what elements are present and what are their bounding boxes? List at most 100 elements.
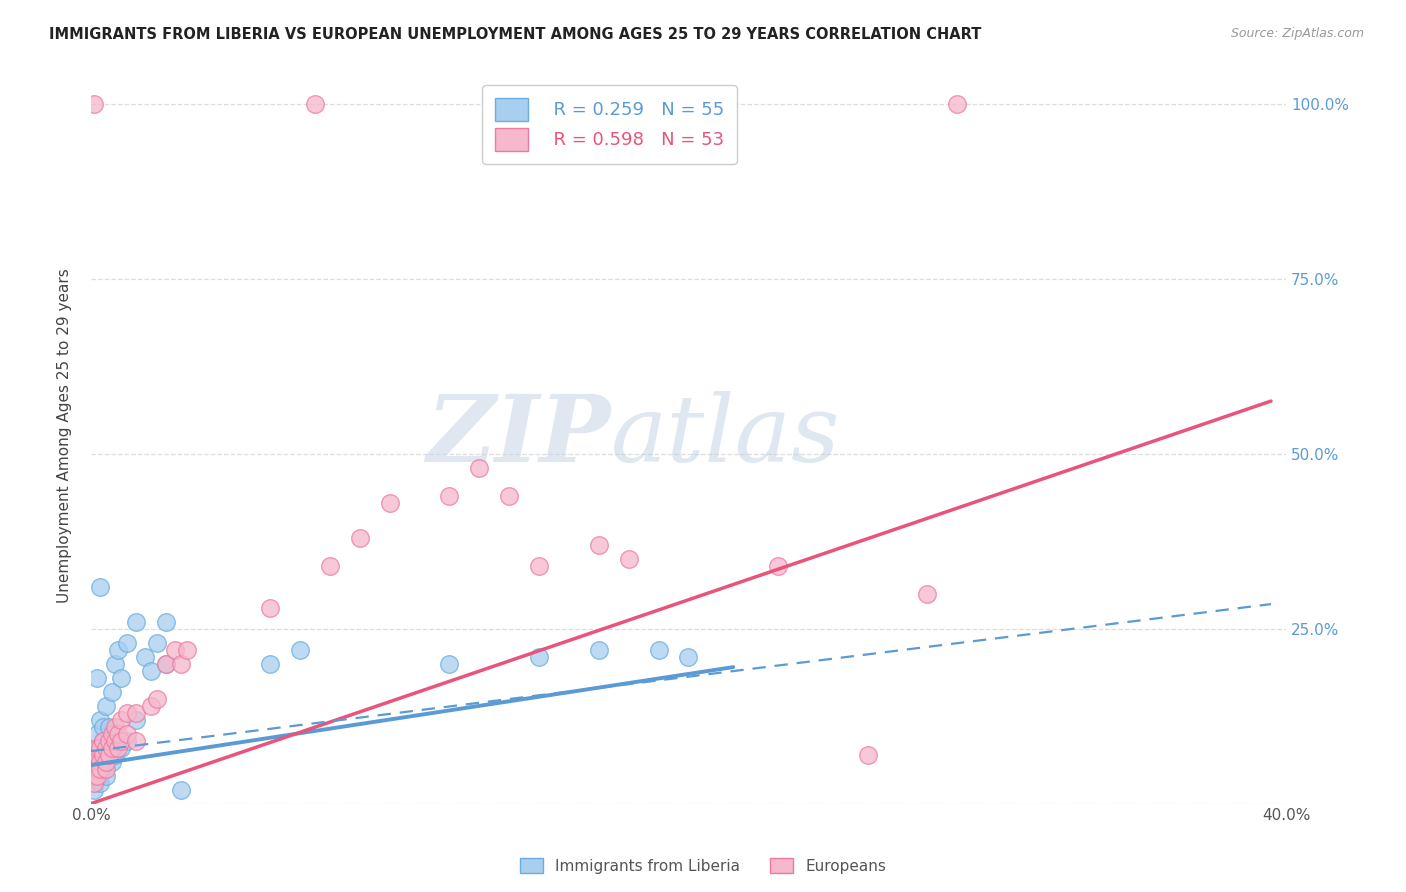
Point <box>115 726 138 740</box>
Point <box>83 775 105 789</box>
Point <box>89 755 111 769</box>
Point <box>101 740 124 755</box>
Point <box>94 740 117 755</box>
Point <box>101 755 124 769</box>
Point <box>89 762 111 776</box>
Point <box>83 96 105 111</box>
Point <box>107 726 129 740</box>
Point <box>86 762 108 776</box>
Point <box>97 733 120 747</box>
Point <box>155 657 177 671</box>
Point <box>101 726 124 740</box>
Point <box>917 586 939 600</box>
Point <box>104 720 127 734</box>
Point <box>83 755 105 769</box>
Point <box>319 558 342 573</box>
Point <box>439 489 461 503</box>
Point <box>115 635 138 649</box>
Point <box>145 691 167 706</box>
Point <box>91 733 114 747</box>
Point <box>97 720 120 734</box>
Point <box>83 769 105 783</box>
Point <box>349 531 371 545</box>
Point <box>155 615 177 629</box>
Point <box>89 580 111 594</box>
Point <box>169 657 191 671</box>
Point <box>107 642 129 657</box>
Point <box>304 96 326 111</box>
Point <box>97 747 120 762</box>
Point <box>89 740 111 755</box>
Point <box>107 733 129 747</box>
Point <box>125 615 148 629</box>
Point <box>97 733 120 747</box>
Point <box>83 769 105 783</box>
Point <box>94 755 117 769</box>
Point <box>89 769 111 783</box>
Point <box>139 698 162 713</box>
Point <box>91 733 114 747</box>
Point <box>155 657 177 671</box>
Point <box>86 747 108 762</box>
Point <box>89 740 111 755</box>
Legend:   R = 0.259   N = 55,   R = 0.598   N = 53: R = 0.259 N = 55, R = 0.598 N = 53 <box>482 85 737 164</box>
Point <box>94 698 117 713</box>
Point <box>617 551 640 566</box>
Point <box>125 706 148 720</box>
Point <box>94 740 117 755</box>
Point <box>439 657 461 671</box>
Point <box>86 769 108 783</box>
Point <box>647 642 669 657</box>
Point <box>83 747 105 762</box>
Point <box>527 649 550 664</box>
Text: ZIP: ZIP <box>426 391 610 481</box>
Point <box>86 769 108 783</box>
Point <box>766 558 789 573</box>
Y-axis label: Unemployment Among Ages 25 to 29 years: Unemployment Among Ages 25 to 29 years <box>58 268 72 604</box>
Text: atlas: atlas <box>610 391 841 481</box>
Point <box>288 642 311 657</box>
Point <box>588 642 610 657</box>
Point <box>83 747 105 762</box>
Point <box>110 733 132 747</box>
Point <box>527 558 550 573</box>
Point <box>678 649 700 664</box>
Point <box>139 664 162 678</box>
Point <box>94 769 117 783</box>
Point <box>101 684 124 698</box>
Point <box>946 96 969 111</box>
Point <box>83 762 105 776</box>
Point <box>104 747 127 762</box>
Point <box>107 740 129 755</box>
Point <box>163 642 186 657</box>
Point <box>110 671 132 685</box>
Point <box>86 755 108 769</box>
Point <box>176 642 198 657</box>
Point <box>86 740 108 755</box>
Point <box>91 747 114 762</box>
Point <box>498 489 520 503</box>
Text: Source: ZipAtlas.com: Source: ZipAtlas.com <box>1230 27 1364 40</box>
Point <box>125 713 148 727</box>
Point <box>97 747 120 762</box>
Point <box>86 726 108 740</box>
Point <box>101 740 124 755</box>
Point <box>104 657 127 671</box>
Point <box>378 495 401 509</box>
Point <box>169 782 191 797</box>
Legend: Immigrants from Liberia, Europeans: Immigrants from Liberia, Europeans <box>513 852 893 880</box>
Point <box>91 720 114 734</box>
Point <box>89 755 111 769</box>
Point <box>91 762 114 776</box>
Text: IMMIGRANTS FROM LIBERIA VS EUROPEAN UNEMPLOYMENT AMONG AGES 25 TO 29 YEARS CORRE: IMMIGRANTS FROM LIBERIA VS EUROPEAN UNEM… <box>49 27 981 42</box>
Point <box>468 460 491 475</box>
Point <box>91 747 114 762</box>
Point <box>83 782 105 797</box>
Point <box>83 775 105 789</box>
Point <box>86 671 108 685</box>
Point <box>89 775 111 789</box>
Point <box>104 733 127 747</box>
Point <box>259 657 281 671</box>
Point <box>94 762 117 776</box>
Point <box>104 726 127 740</box>
